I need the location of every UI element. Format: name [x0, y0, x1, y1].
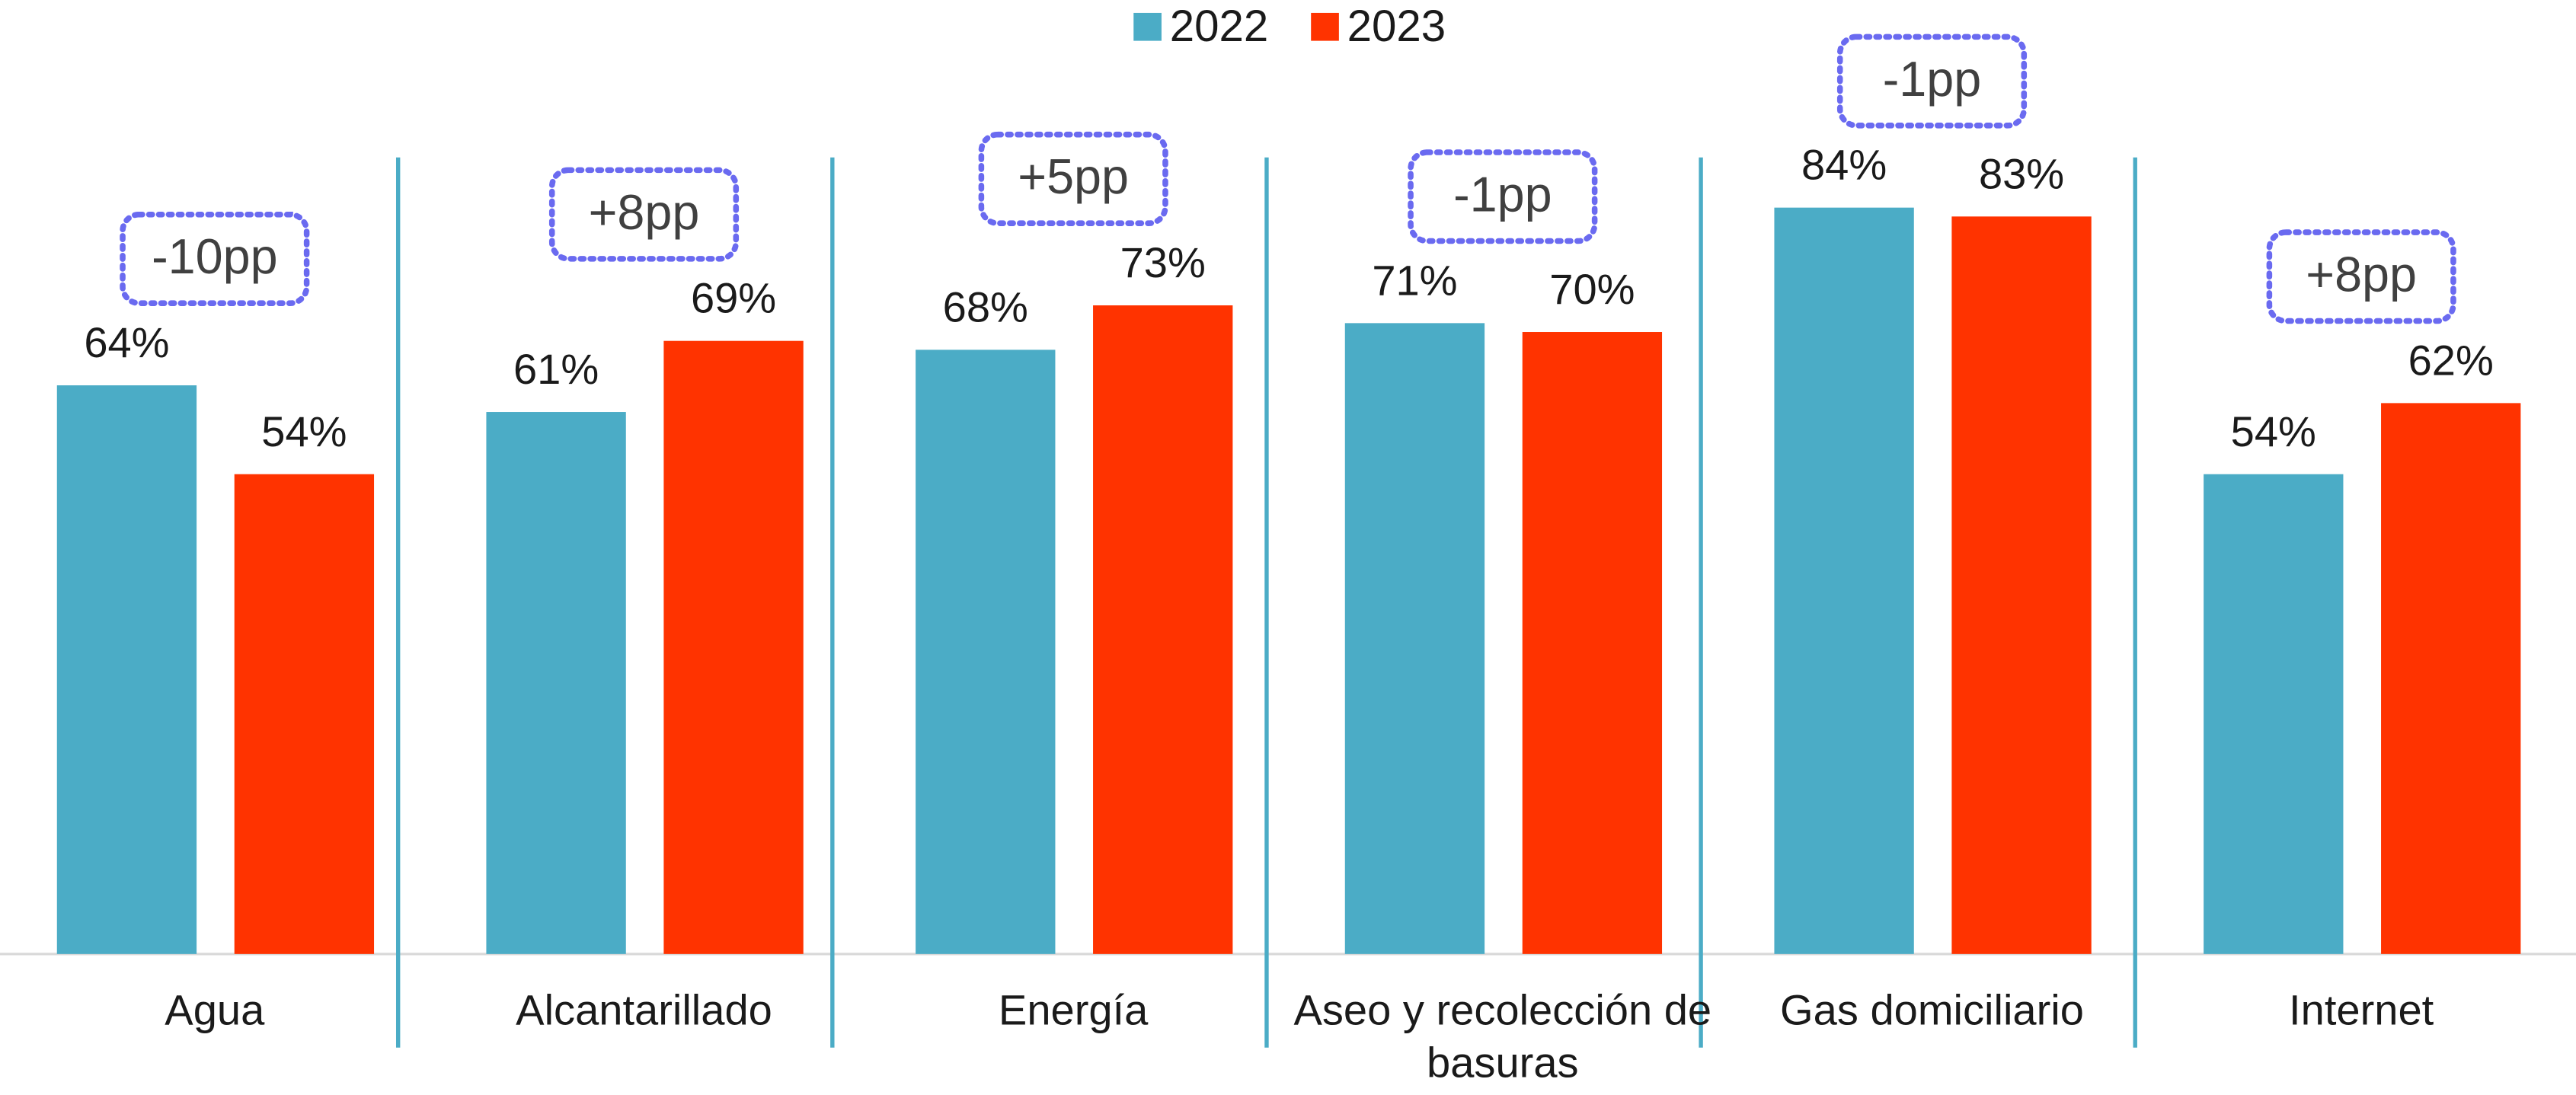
x-tick-label-box: Alcantarillado	[516, 985, 772, 1035]
bar	[1951, 216, 2092, 954]
x-tick-label-box: Aseo y recolección de basuras	[1293, 985, 1712, 1087]
x-tick-label-box: Energía	[998, 985, 1149, 1035]
value-label: 70%	[1549, 265, 1635, 313]
annotation-box	[120, 211, 310, 306]
value-label: 61%	[513, 345, 599, 393]
annotation: -10pp	[152, 228, 277, 284]
bar	[1522, 332, 1663, 954]
x-tick-label: Internet	[2289, 985, 2434, 1035]
value-label: 62%	[2408, 336, 2494, 384]
bar	[1774, 207, 1914, 954]
x-tick-label: Aseo y recolección de basuras	[1293, 985, 1712, 1087]
bar	[1344, 323, 1485, 954]
annotation-box	[978, 131, 1168, 226]
value-label: 71%	[1372, 256, 1457, 304]
value-label: 64%	[84, 318, 169, 366]
bar	[56, 385, 197, 954]
x-tick-label-box: Gas domiciliario	[1780, 985, 2084, 1035]
value-label: 54%	[2231, 407, 2316, 455]
annotation: -1pp	[1883, 51, 1981, 107]
x-tick-label-box: Internet	[2289, 985, 2434, 1035]
annotation: -1pp	[1453, 167, 1552, 222]
value-label: 68%	[943, 283, 1028, 330]
annotation-box	[1836, 34, 2028, 129]
value-label: 84%	[1801, 141, 1887, 189]
value-label: 69%	[691, 274, 776, 322]
bar	[1093, 305, 1233, 954]
x-tick-label-box: Agua	[165, 985, 265, 1035]
value-label: 54%	[261, 407, 347, 455]
annotation: +8pp	[589, 184, 700, 240]
bar	[2204, 474, 2344, 954]
bar	[2381, 403, 2521, 954]
bar	[663, 340, 804, 954]
bar	[916, 350, 1056, 954]
x-tick-label: Energía	[998, 985, 1149, 1035]
bar	[486, 412, 626, 954]
value-label: 83%	[1979, 149, 2064, 197]
x-tick-label: Alcantarillado	[516, 985, 772, 1035]
legend-swatch	[1133, 12, 1162, 41]
legend-label: 2022	[1170, 2, 1269, 51]
legend-label: 2023	[1347, 2, 1446, 51]
annotation: +5pp	[1018, 148, 1129, 204]
annotation-box	[548, 167, 740, 262]
x-tick-label: Gas domiciliario	[1780, 985, 2084, 1035]
value-label: 73%	[1120, 238, 1206, 286]
x-tick-label: Agua	[165, 985, 265, 1035]
annotation-box	[1408, 149, 1598, 244]
legend-swatch	[1311, 12, 1339, 41]
annotation: +8pp	[2306, 247, 2417, 302]
annotation-box	[2266, 229, 2456, 324]
bar	[234, 474, 375, 954]
